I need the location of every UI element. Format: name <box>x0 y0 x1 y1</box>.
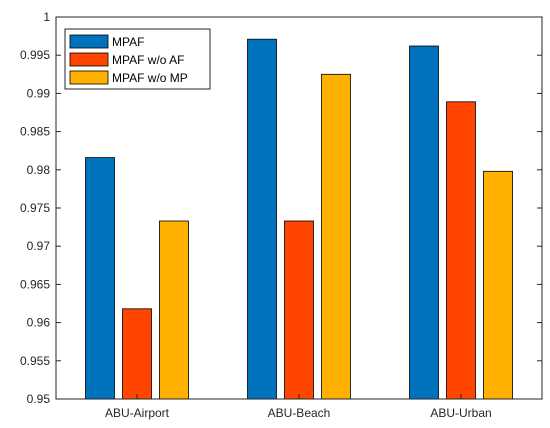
bar-2-abu-urban <box>446 101 476 400</box>
bar-3-abu-airport <box>159 220 189 400</box>
legend-label: MPAF <box>112 35 144 49</box>
y-axis-ticks: 0.95 0.955 0.96 0.965 0.97 0.975 0.98 0.985 0.99… <box>20 10 542 406</box>
bar-1-abu-airport <box>85 157 115 400</box>
y-tick-label: 0.985 <box>20 125 50 139</box>
legend-swatch <box>69 70 109 85</box>
y-tick-label: 0.96 <box>27 316 51 330</box>
y-tick-label: 0.98 <box>27 163 51 177</box>
x-axis-ticks: ABU-Airport ABU-Beach ABU-Urban <box>105 394 492 420</box>
legend: MPAF MPAF w/o AF MPAF w/o MP <box>64 28 211 90</box>
bar-2-abu-airport <box>122 308 152 400</box>
legend-label: MPAF w/o AF <box>112 53 184 67</box>
axes-box <box>55 16 543 400</box>
bar-1-abu-beach <box>247 38 277 400</box>
y-tick-label: 0.99 <box>27 86 51 100</box>
bar-3-abu-beach <box>321 73 351 400</box>
y-tick-label: 0.965 <box>20 277 50 291</box>
bar-1-abu-urban <box>409 45 439 400</box>
x-tick-label: ABU-Urban <box>430 406 491 420</box>
bar-2-abu-beach <box>284 220 314 400</box>
y-tick-label: 0.97 <box>27 239 51 253</box>
y-tick-label: 0.955 <box>20 354 50 368</box>
y-tick-label: 0.995 <box>20 48 50 62</box>
legend-swatch <box>69 52 109 67</box>
y-tick-label: 0.95 <box>27 392 51 406</box>
y-tick-label: 1 <box>43 10 50 24</box>
bars-layer <box>85 38 513 400</box>
x-tick-label: ABU-Beach <box>268 406 331 420</box>
y-tick-label: 0.975 <box>20 201 50 215</box>
legend-label: MPAF w/o MP <box>112 71 188 85</box>
x-tick-label: ABU-Airport <box>105 406 170 420</box>
bar-3-abu-urban <box>483 170 513 400</box>
legend-swatch <box>69 34 109 49</box>
